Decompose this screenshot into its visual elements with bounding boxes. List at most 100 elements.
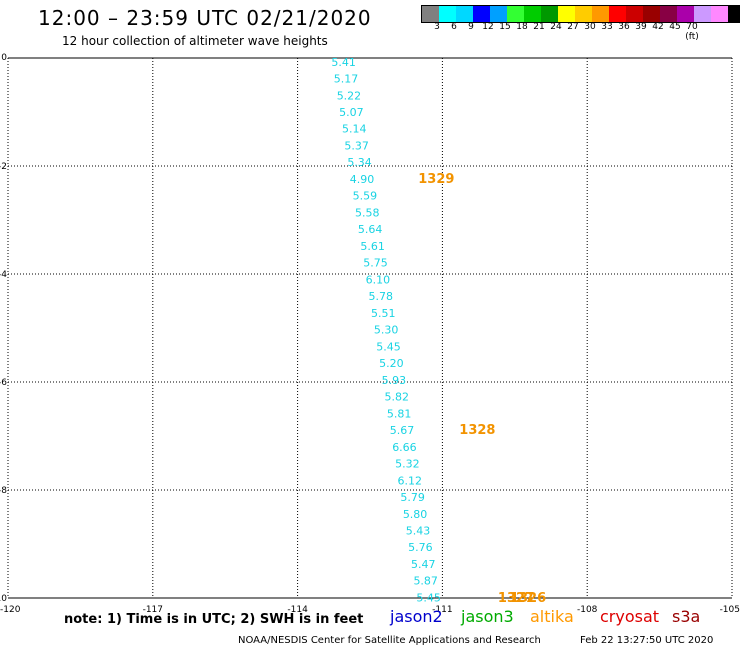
y-tick-label: 0 bbox=[1, 53, 7, 63]
x-tick-label: -105 bbox=[720, 605, 740, 615]
scale-swatch-9 bbox=[575, 6, 592, 22]
swh-value: 5.64 bbox=[358, 223, 383, 236]
swh-value: 5.45 bbox=[376, 340, 401, 353]
scale-swatch-8 bbox=[558, 6, 575, 22]
scale-swatch-17 bbox=[711, 6, 728, 22]
scale-tick-label: 33 bbox=[601, 22, 613, 32]
swh-value: 5.45 bbox=[416, 591, 441, 604]
x-tick-label: -120 bbox=[0, 605, 21, 615]
y-tick-label: -10 bbox=[0, 594, 7, 604]
scale-swatch-3 bbox=[473, 6, 490, 22]
scale-swatch-5 bbox=[507, 6, 524, 22]
swh-value: 6.66 bbox=[392, 441, 417, 454]
scale-swatch-11 bbox=[609, 6, 626, 22]
scale-tick-label: 70 (ft) bbox=[685, 22, 699, 42]
y-tick-label: -4 bbox=[0, 270, 7, 280]
y-tick-label: -2 bbox=[0, 162, 7, 172]
swh-value: 5.78 bbox=[369, 290, 394, 303]
swh-value: 5.59 bbox=[353, 190, 378, 203]
swh-value: 6.10 bbox=[366, 273, 391, 286]
map-grid bbox=[7, 57, 733, 599]
footer-note: note: 1) Time is in UTC; 2) SWH is in fe… bbox=[64, 612, 364, 627]
scale-tick-label: 3 bbox=[434, 22, 440, 32]
swh-observations: 5.41 5.17 5.22 5.07 5.14 5.37 5.34 4.90 5.59 5.58… bbox=[331, 56, 440, 605]
pass-number-label: 1329 bbox=[418, 172, 454, 187]
pass-number-label: 1326 bbox=[510, 591, 546, 606]
scale-swatch-14 bbox=[660, 6, 677, 22]
legend-altika: altika bbox=[530, 607, 574, 626]
swh-value: 5.17 bbox=[334, 73, 359, 86]
timestamp-text: Feb 22 13:27:50 UTC 2020 bbox=[580, 635, 714, 646]
swh-value: 5.82 bbox=[384, 391, 409, 404]
swh-value: 5.37 bbox=[344, 139, 369, 152]
swh-value: 5.87 bbox=[413, 575, 438, 588]
swh-value: 4.90 bbox=[350, 173, 375, 186]
map-title: 12:00 – 23:59 UTC 02/21/2020 bbox=[38, 6, 372, 30]
swh-value: 5.34 bbox=[347, 156, 372, 169]
swh-value: 5.58 bbox=[355, 206, 380, 219]
swh-value: 5.76 bbox=[408, 541, 433, 554]
swh-value: 5.20 bbox=[379, 357, 404, 370]
pass-number-label: 1328 bbox=[459, 423, 495, 438]
swh-value: 5.93 bbox=[382, 374, 407, 387]
swh-value: 5.32 bbox=[395, 458, 420, 471]
scale-tick-label: 42 bbox=[652, 22, 664, 32]
scale-tick-label: 45 bbox=[669, 22, 681, 32]
x-tick-label: -111 bbox=[432, 605, 452, 615]
swh-value: 5.43 bbox=[406, 525, 431, 538]
color-scale-labels: 3 6 9 12 15 18 21 24 27 30 33 36 39 42 45 70 (ft) bbox=[421, 22, 740, 42]
x-tick-label: -108 bbox=[577, 605, 598, 615]
scale-swatch-0 bbox=[422, 6, 439, 22]
credit-text: NOAA/NESDIS Center for Satellite Applica… bbox=[238, 635, 541, 646]
swh-value: 5.47 bbox=[411, 558, 436, 571]
scale-swatch-10 bbox=[592, 6, 609, 22]
map-axes: -120 -117 -114 -111 -108 -105 0 -2 -4 -6 -8 -10 bbox=[0, 53, 740, 615]
swh-value: 5.41 bbox=[331, 56, 356, 69]
scale-swatch-4 bbox=[490, 6, 507, 22]
swh-value: 5.30 bbox=[374, 324, 399, 337]
swh-value: 5.81 bbox=[387, 407, 412, 420]
scale-swatch-16 bbox=[694, 6, 711, 22]
map-subtitle: 12 hour collection of altimeter wave hei… bbox=[62, 34, 328, 48]
legend-jason3: jason3 bbox=[461, 607, 514, 626]
swh-value: 5.61 bbox=[360, 240, 385, 253]
legend-cryosat: cryosat bbox=[600, 607, 660, 626]
swh-value: 6.12 bbox=[398, 474, 423, 487]
scale-swatch-2 bbox=[456, 6, 473, 22]
swh-value: 5.07 bbox=[339, 106, 364, 119]
swh-value: 5.51 bbox=[371, 307, 396, 320]
scale-tick-label: 6 bbox=[451, 22, 457, 32]
scale-swatch-13 bbox=[643, 6, 660, 22]
swh-value: 5.67 bbox=[390, 424, 415, 437]
swh-value: 5.80 bbox=[403, 508, 428, 521]
wave-height-color-scale bbox=[421, 5, 740, 23]
scale-tick-label: 15 bbox=[499, 22, 511, 32]
legend-jason2: jason2 bbox=[390, 607, 443, 626]
scale-tick-label: 30 bbox=[584, 22, 596, 32]
scale-swatch-12 bbox=[626, 6, 643, 22]
scale-tick-label: 24 bbox=[550, 22, 562, 32]
scale-swatch-15 bbox=[677, 6, 694, 22]
scale-swatch-1 bbox=[439, 6, 456, 22]
scale-tick-label: 39 bbox=[635, 22, 647, 32]
legend-s3a: s3a bbox=[672, 607, 701, 626]
scale-swatch-7 bbox=[541, 6, 558, 22]
scale-tick-label: 9 bbox=[468, 22, 474, 32]
x-tick-label: -114 bbox=[287, 605, 308, 615]
y-tick-label: -6 bbox=[0, 378, 7, 388]
scale-swatch-18 bbox=[728, 6, 740, 22]
x-tick-label: -117 bbox=[143, 605, 163, 615]
scale-tick-label: 12 bbox=[482, 22, 494, 32]
y-tick-label: -8 bbox=[0, 486, 7, 496]
swh-value: 5.22 bbox=[337, 89, 362, 102]
pass-number-label: 1327 bbox=[498, 591, 534, 606]
scale-tick-label: 27 bbox=[567, 22, 579, 32]
scale-swatch-6 bbox=[524, 6, 541, 22]
swh-value: 5.79 bbox=[400, 491, 425, 504]
swh-value: 5.75 bbox=[363, 257, 388, 270]
scale-tick-label: 18 bbox=[516, 22, 528, 32]
scale-tick-label: 21 bbox=[533, 22, 545, 32]
swh-value: 5.14 bbox=[342, 123, 367, 136]
